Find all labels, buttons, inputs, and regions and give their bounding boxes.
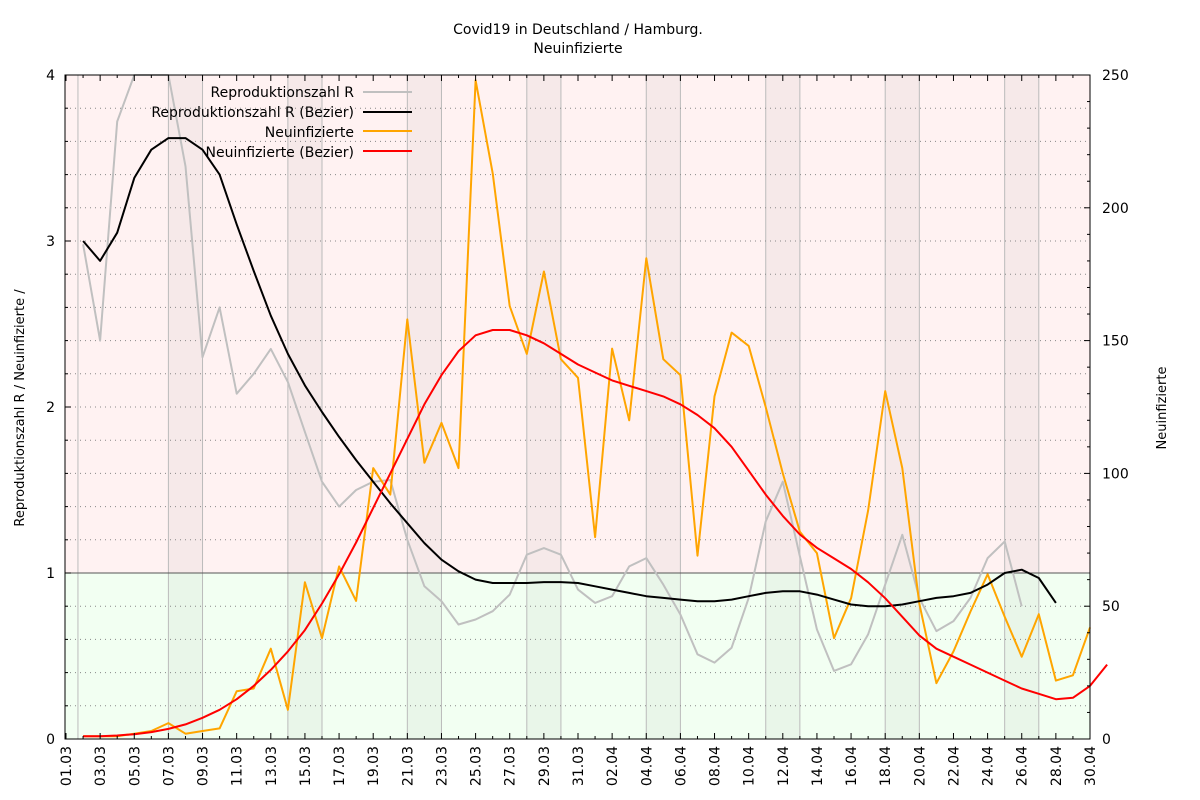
x-tick-label: 03.03 xyxy=(93,746,109,786)
weekend-band xyxy=(527,573,561,739)
x-tick-label: 15.03 xyxy=(298,746,314,786)
y-tick-labels: 0 1 2 3 4 xyxy=(46,68,55,748)
x-tick-label: 18.04 xyxy=(878,746,894,786)
x-tick-label: 08.04 xyxy=(708,746,724,786)
axis-ticks xyxy=(65,74,1091,740)
weekend-band xyxy=(646,75,680,573)
x-tick-label: 06.04 xyxy=(673,746,689,786)
y2-tick-label: 150 xyxy=(1102,334,1129,350)
y2-tick-label: 250 xyxy=(1102,68,1129,84)
x-tick-label: 24.04 xyxy=(981,746,997,786)
x-tick-label: 22.04 xyxy=(947,746,963,786)
weekend-band xyxy=(766,573,800,739)
x-tick-label: 02.04 xyxy=(605,746,621,786)
weekend-band xyxy=(168,573,202,739)
x-tick-label: 28.04 xyxy=(1049,746,1065,786)
x-tick-label: 07.03 xyxy=(161,746,177,786)
x-tick-label: 19.03 xyxy=(366,746,382,786)
x-tick-label: 13.03 xyxy=(264,746,280,786)
x-tick-label: 26.04 xyxy=(1015,746,1031,786)
x-tick-label: 04.04 xyxy=(639,746,655,786)
x-tick-labels: 01.03 03.03 05.03 07.03 09.03 11.03 13.03 15.03… xyxy=(59,746,1099,786)
x-tick-label: 05.03 xyxy=(127,746,143,786)
y-tick-label: 3 xyxy=(46,234,55,250)
x-tick-label: 21.03 xyxy=(400,746,416,786)
series-line-r-bezier xyxy=(82,137,1057,608)
legend-label-r: Reproduktionszahl R xyxy=(211,85,355,101)
x-tick-label: 27.03 xyxy=(503,746,519,786)
x-tick-label: 17.03 xyxy=(332,746,348,786)
weekend-band xyxy=(1005,75,1039,573)
weekend-band xyxy=(766,75,800,573)
y2-tick-labels: 0 50 100 150 200 250 xyxy=(1102,68,1129,748)
chart-title: Covid19 in Deutschland / Hamburg. xyxy=(453,22,703,38)
y2-tick-label: 0 xyxy=(1102,732,1111,748)
x-tick-label: 20.04 xyxy=(912,746,928,786)
legend-label-neuinfizierte-bezier: Neuinfizierte (Bezier) xyxy=(206,145,354,161)
y2-tick-label: 200 xyxy=(1102,201,1129,217)
y2-tick-label: 100 xyxy=(1102,466,1129,482)
chart-subtitle: Neuinfizierte xyxy=(533,41,622,57)
x-tick-label: 12.04 xyxy=(776,746,792,786)
x-tick-label: 23.03 xyxy=(435,746,451,786)
series-line-r xyxy=(82,74,1023,672)
x-tick-label: 16.04 xyxy=(844,746,860,786)
x-tick-label: 01.03 xyxy=(59,746,75,786)
weekend-band xyxy=(885,573,919,739)
weekend-band xyxy=(527,75,561,573)
x-tick-label: 10.04 xyxy=(742,746,758,786)
legend: Reproduktionszahl R Reproduktionszahl R … xyxy=(151,85,412,161)
x-tick-label: 31.03 xyxy=(571,746,587,786)
y2-tick-label: 50 xyxy=(1102,599,1120,615)
x-tick-label: 30.04 xyxy=(1083,746,1099,786)
series-lines xyxy=(82,74,1108,738)
series-line-neuinfizierte-bezier xyxy=(83,329,1108,738)
x-tick-label: 09.03 xyxy=(196,746,212,786)
y-axis-label: Reproduktionszahl R / Neuinfizierte / xyxy=(13,289,28,527)
grid-lines xyxy=(65,107,1090,707)
x-tick-label: 25.03 xyxy=(469,746,485,786)
weekend-band xyxy=(885,75,919,573)
y2-axis-label: Neuinfizierte xyxy=(1155,367,1170,450)
legend-label-r-bezier: Reproduktionszahl R (Bezier) xyxy=(151,105,354,121)
x-tick-label: 11.03 xyxy=(230,746,246,786)
y-tick-label: 1 xyxy=(46,566,55,582)
y-tick-label: 2 xyxy=(46,400,55,416)
x-tick-label: 14.04 xyxy=(810,746,826,786)
weekend-band xyxy=(288,573,322,739)
x-tick-label: 29.03 xyxy=(537,746,553,786)
y-tick-label: 4 xyxy=(46,68,55,84)
y-tick-label: 0 xyxy=(46,732,55,748)
legend-label-neuinfizierte: Neuinfizierte xyxy=(265,125,354,141)
